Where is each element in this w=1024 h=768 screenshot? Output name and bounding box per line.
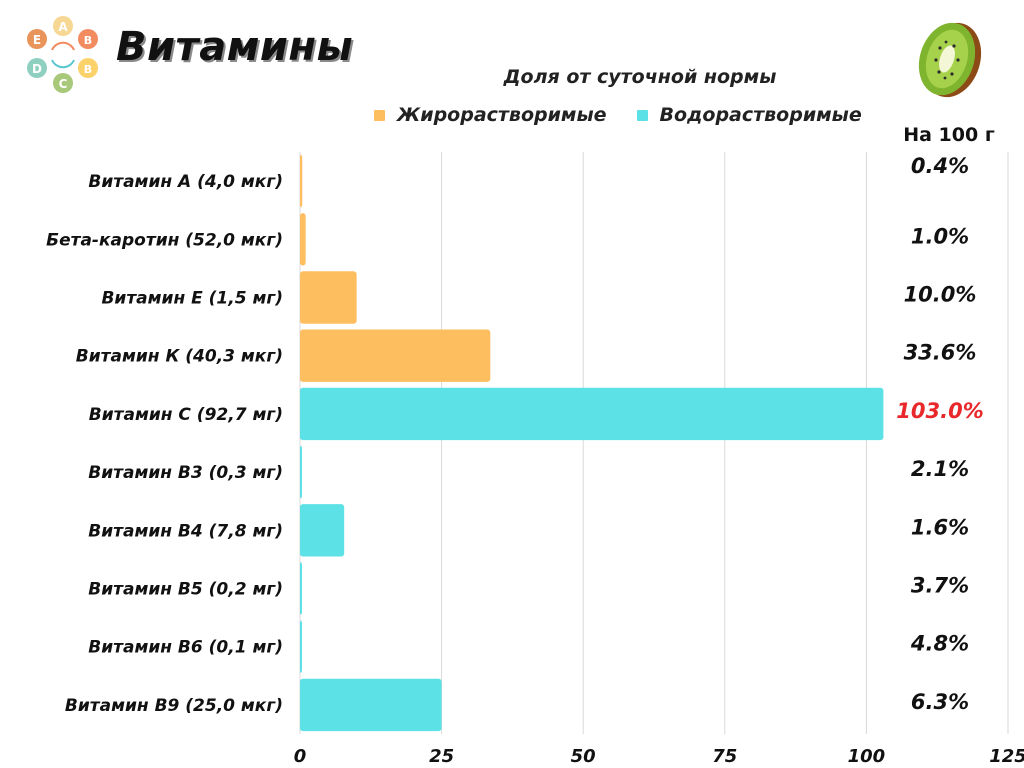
percent-label: 1.6% <box>911 515 969 539</box>
category-label: Витамин К (40,3 мкг) <box>76 347 283 367</box>
bar <box>300 620 302 673</box>
legend-item-water: Водорастворимые <box>636 104 862 126</box>
logo-letter-a: A <box>58 20 68 34</box>
percent-label: 33.6% <box>904 341 977 365</box>
category-label: Витамин В3 (0,3 мг) <box>88 463 283 483</box>
category-label: Витамин А (4,0 мкг) <box>88 172 283 192</box>
bar <box>300 329 491 382</box>
chart-subtitle: Доля от суточной нормы <box>503 66 777 88</box>
percent-label: 2.1% <box>911 457 969 481</box>
category-label: Витамин С (92,7 мг) <box>89 405 283 425</box>
category-label: Витамин В9 (25,0 мкг) <box>65 696 283 716</box>
logo-letter-d: D <box>32 62 42 76</box>
logo-letter-b1: B <box>84 34 92 47</box>
x-tick-label: 50 <box>571 746 596 767</box>
bar <box>300 271 357 324</box>
page-title: Витамины <box>116 24 354 70</box>
category-label: Витамин Е (1,5 мг) <box>101 289 283 309</box>
bar <box>300 562 302 615</box>
legend-swatch-fat <box>374 109 385 121</box>
bar <box>300 678 442 732</box>
category-label: Витамин В6 (0,1 мг) <box>88 638 283 658</box>
x-tick-label: 0 <box>294 746 307 767</box>
category-label: Витамин В5 (0,2 мг) <box>88 580 283 600</box>
category-label: Бета-каротин (52,0 мкг) <box>46 230 283 250</box>
percent-label: 4.8% <box>910 632 969 656</box>
legend-label-water: Водорастворимые <box>659 104 862 126</box>
bar <box>300 445 302 499</box>
x-tick-label: 75 <box>712 746 737 767</box>
category-label: Витамин В4 (7,8 мг) <box>88 521 283 541</box>
percent-label: 3.7% <box>911 574 969 598</box>
bar <box>300 504 345 557</box>
percent-label: 103.0% <box>896 399 983 423</box>
x-tick-label: 100 <box>848 746 886 767</box>
per-100g-label: На 100 г <box>903 124 995 146</box>
bar <box>300 154 303 208</box>
x-tick-label: 125 <box>989 746 1024 767</box>
kiwi-icon <box>918 22 982 98</box>
logo-letter-b2: B <box>84 63 92 76</box>
percent-label: 10.0% <box>904 283 977 307</box>
vitamins-logo-icon: A B B C D E <box>27 16 98 93</box>
percent-label: 6.3% <box>911 690 969 714</box>
legend-label-fat: Жирорастворимые <box>397 104 607 126</box>
legend-swatch-water <box>636 109 648 121</box>
percent-label: 1.0% <box>911 224 969 248</box>
bar <box>300 387 884 441</box>
logo-letter-e: E <box>33 33 41 47</box>
percent-label: 0.4% <box>911 154 969 178</box>
chart-legend: Жирорастворимые Водорастворимые <box>374 104 892 126</box>
legend-item-fat: Жирорастворимые <box>374 104 607 126</box>
logo-letter-c: C <box>59 77 68 91</box>
x-tick-label: 25 <box>429 746 454 767</box>
bar <box>300 213 306 266</box>
